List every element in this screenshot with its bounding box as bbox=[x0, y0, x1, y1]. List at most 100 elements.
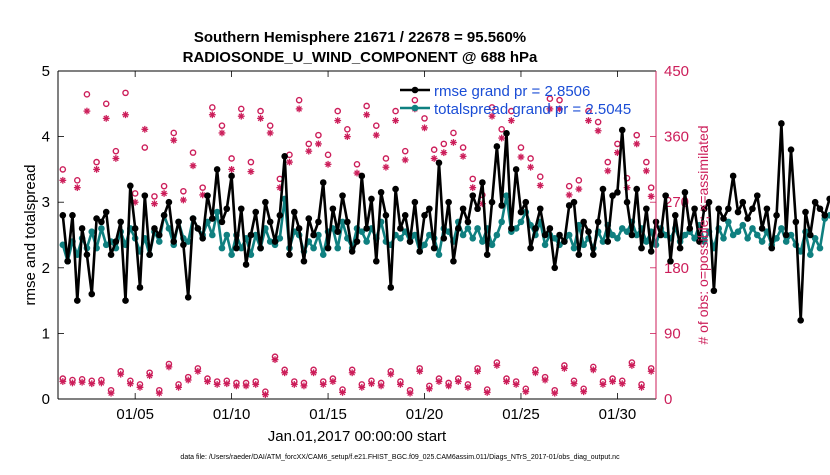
totalspread-point bbox=[397, 234, 404, 242]
totalspread-point bbox=[758, 238, 766, 245]
rmse-point bbox=[266, 218, 274, 226]
rmse-point bbox=[474, 205, 481, 213]
obs-assimilated-marker bbox=[556, 105, 563, 113]
obs-assimilated-marker bbox=[242, 382, 250, 390]
rmse-point bbox=[753, 192, 761, 199]
obs-possible-marker bbox=[266, 122, 274, 129]
rmse-point bbox=[749, 205, 756, 213]
rmse-point bbox=[262, 198, 269, 206]
rmse-point bbox=[324, 244, 332, 252]
rmse-point bbox=[811, 198, 819, 206]
obs-assimilated-marker bbox=[638, 383, 645, 391]
obs-assimilated-marker bbox=[160, 190, 168, 197]
obs-assimilated-marker bbox=[628, 362, 636, 369]
rmse-point bbox=[734, 208, 742, 216]
obs-possible-marker bbox=[257, 107, 264, 115]
obs-possible-marker bbox=[430, 146, 438, 154]
rmse-point bbox=[580, 218, 587, 226]
obs-assimilated-marker bbox=[151, 200, 158, 208]
obs-assimilated-marker bbox=[271, 356, 279, 364]
obs-possible-marker bbox=[324, 151, 332, 159]
rmse-point bbox=[218, 218, 226, 226]
obs-possible-marker bbox=[112, 147, 120, 155]
rmse-point bbox=[411, 198, 419, 206]
rmse-point bbox=[575, 251, 583, 258]
totalspread-point bbox=[734, 228, 742, 236]
totalspread-point bbox=[725, 218, 732, 226]
rmse-point bbox=[696, 238, 703, 245]
obs-assimilated-marker bbox=[315, 140, 322, 148]
obs-assimilated-marker bbox=[88, 380, 96, 388]
totalspread-point bbox=[797, 248, 804, 255]
rmse-point bbox=[377, 189, 385, 196]
rmse-point bbox=[493, 143, 501, 150]
rmse-point bbox=[802, 208, 809, 216]
obs-assimilated-marker bbox=[377, 382, 385, 390]
rmse-point bbox=[209, 215, 216, 222]
rmse-point bbox=[242, 261, 250, 268]
obs-assimilated-marker bbox=[589, 366, 597, 374]
rmse-point bbox=[657, 231, 665, 239]
totalspread-point bbox=[315, 231, 322, 239]
rmse-point bbox=[686, 225, 694, 232]
rmse-point bbox=[315, 218, 322, 226]
totalspread-point bbox=[421, 241, 428, 249]
obs-assimilated-marker bbox=[112, 155, 120, 162]
totalspread-point bbox=[773, 234, 780, 242]
obs-assimilated-marker bbox=[83, 107, 91, 115]
rmse-point bbox=[291, 208, 298, 216]
obs-assimilated-marker bbox=[257, 114, 264, 122]
totalspread-point bbox=[223, 231, 231, 239]
obs-possible-marker bbox=[305, 140, 313, 148]
obs-assimilated-marker bbox=[512, 381, 520, 388]
legend-entry: rmse grand pr = 2.8506 bbox=[434, 83, 590, 100]
obs-assimilated-marker bbox=[454, 378, 462, 385]
obs-possible-marker bbox=[517, 144, 525, 151]
obs-assimilated-marker bbox=[155, 389, 163, 397]
obs-possible-marker bbox=[647, 184, 655, 191]
rmse-point bbox=[184, 294, 192, 301]
rmse-point bbox=[213, 166, 221, 173]
obs-assimilated-marker bbox=[493, 362, 501, 369]
rmse-point bbox=[295, 225, 303, 232]
rmse-point bbox=[609, 192, 616, 199]
rmse-point bbox=[257, 244, 264, 252]
totalspread-point bbox=[580, 241, 587, 249]
obs-assimilated-marker bbox=[179, 196, 187, 204]
totalspread-point bbox=[228, 251, 235, 258]
rmse-point bbox=[623, 198, 631, 206]
obs-possible-marker bbox=[247, 158, 255, 166]
obs-assimilated-marker bbox=[266, 129, 274, 137]
rmse-point bbox=[401, 212, 409, 219]
rmse-point bbox=[662, 192, 669, 199]
rmse-point bbox=[88, 290, 96, 298]
totalspread-point bbox=[811, 234, 819, 242]
rmse-point bbox=[339, 192, 346, 199]
x-tick-label: 01/25 bbox=[502, 406, 540, 423]
rmse-point bbox=[681, 189, 689, 196]
totalspread-point bbox=[517, 218, 525, 226]
rmse-point bbox=[821, 212, 829, 219]
obs-assimilated-marker bbox=[488, 112, 496, 120]
obs-possible-marker bbox=[83, 91, 91, 98]
obs-assimilated-marker bbox=[107, 389, 115, 397]
rmse-point bbox=[93, 215, 100, 222]
totalspread-point bbox=[614, 234, 621, 242]
rmse-point bbox=[826, 195, 830, 203]
obs-possible-marker bbox=[131, 190, 139, 197]
rmse-point bbox=[421, 212, 428, 219]
rmse-point bbox=[532, 225, 539, 232]
y-tick-label-left: 2 bbox=[42, 260, 50, 277]
obs-assimilated-marker bbox=[647, 367, 655, 375]
rmse-point bbox=[536, 205, 544, 213]
obs-assimilated-marker bbox=[430, 155, 438, 162]
totalspread-point bbox=[744, 234, 751, 242]
totalspread-point bbox=[98, 225, 105, 232]
obs-possible-marker bbox=[498, 126, 505, 133]
y-tick-label-right: 450 bbox=[664, 63, 689, 80]
y-tick-label-left: 3 bbox=[42, 194, 50, 211]
obs-assimilated-marker bbox=[541, 376, 549, 384]
obs-possible-marker bbox=[556, 96, 563, 104]
obs-assimilated-marker bbox=[189, 162, 197, 170]
obs-possible-marker bbox=[334, 107, 342, 115]
